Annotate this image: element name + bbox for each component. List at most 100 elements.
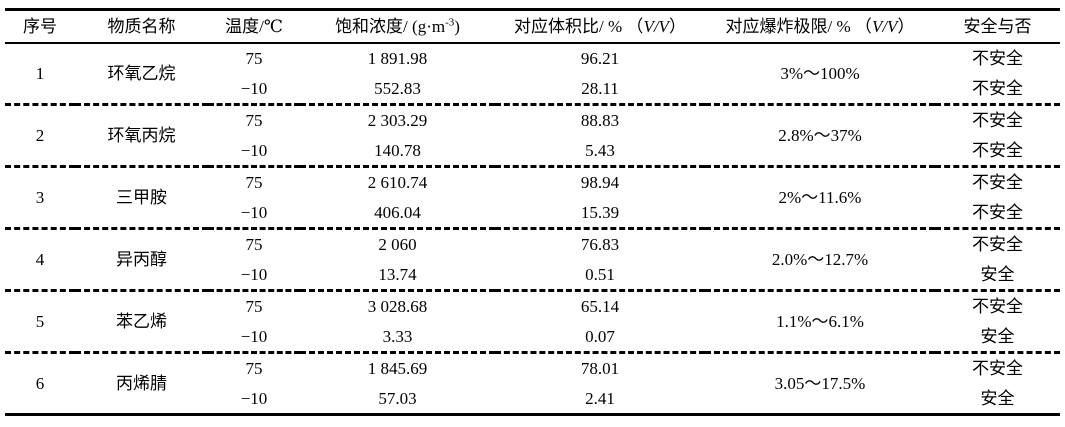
concentration-unit-prefix: 饱和浓度/ (g·m xyxy=(335,16,446,36)
cell-volume-ratio-low: 28.11 xyxy=(581,78,619,98)
cell-explosion-limit: 3.05～17.5% xyxy=(774,374,866,393)
cell-concentration-low: 3.33 xyxy=(382,326,413,346)
table-row: −10 57.03 2.41 安全 xyxy=(5,384,1060,415)
cell-safety-low: 安全 xyxy=(980,388,1015,408)
substance-group-1: 1 环氧乙烷 75 1 891.98 96.21 3%～100% 不安全 −10… xyxy=(5,43,1060,105)
cell-concentration-low: 406.04 xyxy=(374,202,421,222)
volume-ratio-vv: V/V xyxy=(643,16,669,36)
cell-explosion-limit: 2.8%～37% xyxy=(778,126,862,145)
concentration-unit-exponent: -3 xyxy=(445,16,455,29)
cell-concentration-high: 3 028.68 xyxy=(367,297,428,317)
substance-group-2: 2 环氧丙烷 75 2 303.29 88.83 2.8%～37% 不安全 −1… xyxy=(5,105,1060,167)
cell-temperature-high: 75 xyxy=(245,49,263,68)
cell-index: 3 xyxy=(35,188,45,207)
cell-substance-name: 异丙醇 xyxy=(116,250,167,269)
cell-temperature-low: −10 xyxy=(240,264,268,284)
header-substance-name: 物质名称 xyxy=(107,16,176,36)
cell-temperature-high: 75 xyxy=(245,111,263,131)
cell-safety-low: 安全 xyxy=(980,264,1015,284)
cell-volume-ratio-high: 76.83 xyxy=(580,235,620,255)
substance-group-3: 3 三甲胺 75 2 610.74 98.94 2%～11.6% 不安全 −10… xyxy=(5,167,1060,229)
table-row: 6 丙烯腈 75 1 845.69 78.01 3.05～17.5% 不安全 xyxy=(5,353,1060,392)
cell-index: 1 xyxy=(35,63,45,83)
cell-substance-name: 环氧乙烷 xyxy=(107,63,176,83)
cell-safety-low: 不安全 xyxy=(972,202,1023,222)
cell-temperature-high: 75 xyxy=(245,235,263,255)
substance-group-5: 5 苯乙烯 75 3 028.68 65.14 1.1%～6.1% 不安全 −1… xyxy=(5,291,1060,353)
cell-index: 5 xyxy=(35,312,45,331)
cell-safety-high: 不安全 xyxy=(972,49,1023,68)
header-explosion-limit: 对应爆炸极限/ % （V/V） xyxy=(705,10,935,43)
cell-volume-ratio-low: 2.41 xyxy=(585,388,615,408)
cell-index: 6 xyxy=(35,374,45,393)
cell-explosion-limit: 1.1%～6.1% xyxy=(776,312,864,331)
header-temperature: 温度/℃ xyxy=(225,16,283,36)
table-row: −10 140.78 5.43 不安全 xyxy=(5,136,1060,167)
cell-substance-name: 三甲胺 xyxy=(116,188,167,207)
table-row: 4 异丙醇 75 2 060 76.83 2.0%～12.7% 不安全 xyxy=(5,229,1060,268)
cell-safety-low: 不安全 xyxy=(972,140,1023,160)
table-row: −10 406.04 15.39 不安全 xyxy=(5,198,1060,229)
cell-concentration-low: 57.03 xyxy=(378,388,417,408)
cell-safety-high: 不安全 xyxy=(972,297,1023,317)
cell-safety-low: 安全 xyxy=(980,326,1015,346)
volume-ratio-suffix: ） xyxy=(668,16,686,36)
cell-safety-high: 不安全 xyxy=(972,359,1023,379)
cell-volume-ratio-high: 96.21 xyxy=(580,49,620,68)
cell-index: 4 xyxy=(35,250,45,269)
cell-substance-name: 丙烯腈 xyxy=(116,374,167,393)
header-row: 序号 物质名称 温度/℃ 饱和浓度/ (g·m-3) 对应体积比/ % （V/V… xyxy=(5,10,1060,43)
explosion-limit-vv: V/V xyxy=(871,16,898,36)
cell-concentration-high: 2 060 xyxy=(378,235,417,255)
cell-concentration-low: 552.83 xyxy=(374,78,421,98)
cell-temperature-low: −10 xyxy=(240,388,268,408)
cell-substance-name: 环氧丙烷 xyxy=(107,126,176,145)
table-row: 5 苯乙烯 75 3 028.68 65.14 1.1%～6.1% 不安全 xyxy=(5,291,1060,330)
cell-concentration-high: 1 845.69 xyxy=(367,359,428,379)
cell-concentration-high: 2 610.74 xyxy=(367,173,428,193)
cell-safety-high: 不安全 xyxy=(972,235,1023,255)
table-header: 序号 物质名称 温度/℃ 饱和浓度/ (g·m-3) 对应体积比/ % （V/V… xyxy=(5,10,1060,43)
cell-volume-ratio-high: 78.01 xyxy=(580,359,620,379)
cell-explosion-limit: 2.0%～12.7% xyxy=(771,250,869,269)
cell-temperature-high: 75 xyxy=(245,297,263,317)
cell-safety-high: 不安全 xyxy=(972,173,1023,193)
cell-temperature-low: −10 xyxy=(240,78,268,98)
cell-temperature-low: −10 xyxy=(240,326,268,346)
header-index: 序号 xyxy=(23,16,57,36)
header-saturation-concentration: 饱和浓度/ (g·m-3) xyxy=(300,10,495,43)
cell-substance-name: 苯乙烯 xyxy=(116,312,167,331)
table-row: 2 环氧丙烷 75 2 303.29 88.83 2.8%～37% 不安全 xyxy=(5,105,1060,144)
cell-concentration-low: 140.78 xyxy=(374,140,421,160)
cell-explosion-limit: 3%～100% xyxy=(780,63,860,83)
cell-temperature-low: −10 xyxy=(240,202,268,222)
cell-safety-high: 不安全 xyxy=(972,111,1023,131)
header-safety: 安全与否 xyxy=(963,16,1032,36)
cell-volume-ratio-low: 15.39 xyxy=(580,202,620,222)
cell-volume-ratio-high: 88.83 xyxy=(580,111,620,131)
cell-concentration-high: 1 891.98 xyxy=(367,49,428,68)
explosion-limit-prefix: 对应爆炸极限/ % （ xyxy=(725,16,872,36)
cell-index: 2 xyxy=(35,126,45,145)
table-row: −10 552.83 28.11 不安全 xyxy=(5,74,1060,105)
cell-volume-ratio-low: 5.43 xyxy=(585,140,615,160)
cell-temperature-low: −10 xyxy=(240,140,268,160)
substance-group-6: 6 丙烯腈 75 1 845.69 78.01 3.05～17.5% 不安全 −… xyxy=(5,353,1060,415)
cell-temperature-high: 75 xyxy=(245,173,263,193)
table-row: 3 三甲胺 75 2 610.74 98.94 2%～11.6% 不安全 xyxy=(5,167,1060,206)
header-volume-ratio: 对应体积比/ % （V/V） xyxy=(495,10,705,43)
substance-safety-table: 序号 物质名称 温度/℃ 饱和浓度/ (g·m-3) 对应体积比/ % （V/V… xyxy=(5,8,1060,416)
cell-explosion-limit: 2%～11.6% xyxy=(778,188,862,207)
concentration-unit-suffix: ) xyxy=(454,16,460,36)
table-row: −10 13.74 0.51 安全 xyxy=(5,260,1060,291)
volume-ratio-prefix: 对应体积比/ % （ xyxy=(514,16,644,36)
table-row: −10 3.33 0.07 安全 xyxy=(5,322,1060,353)
cell-volume-ratio-low: 0.51 xyxy=(585,264,615,284)
substance-group-4: 4 异丙醇 75 2 060 76.83 2.0%～12.7% 不安全 −10 … xyxy=(5,229,1060,291)
cell-temperature-high: 75 xyxy=(245,359,263,379)
cell-volume-ratio-high: 65.14 xyxy=(580,297,620,317)
table-row: 1 环氧乙烷 75 1 891.98 96.21 3%～100% 不安全 xyxy=(5,43,1060,82)
cell-concentration-low: 13.74 xyxy=(378,264,417,284)
explosion-limit-suffix: ） xyxy=(897,16,915,36)
cell-volume-ratio-low: 0.07 xyxy=(585,326,615,346)
